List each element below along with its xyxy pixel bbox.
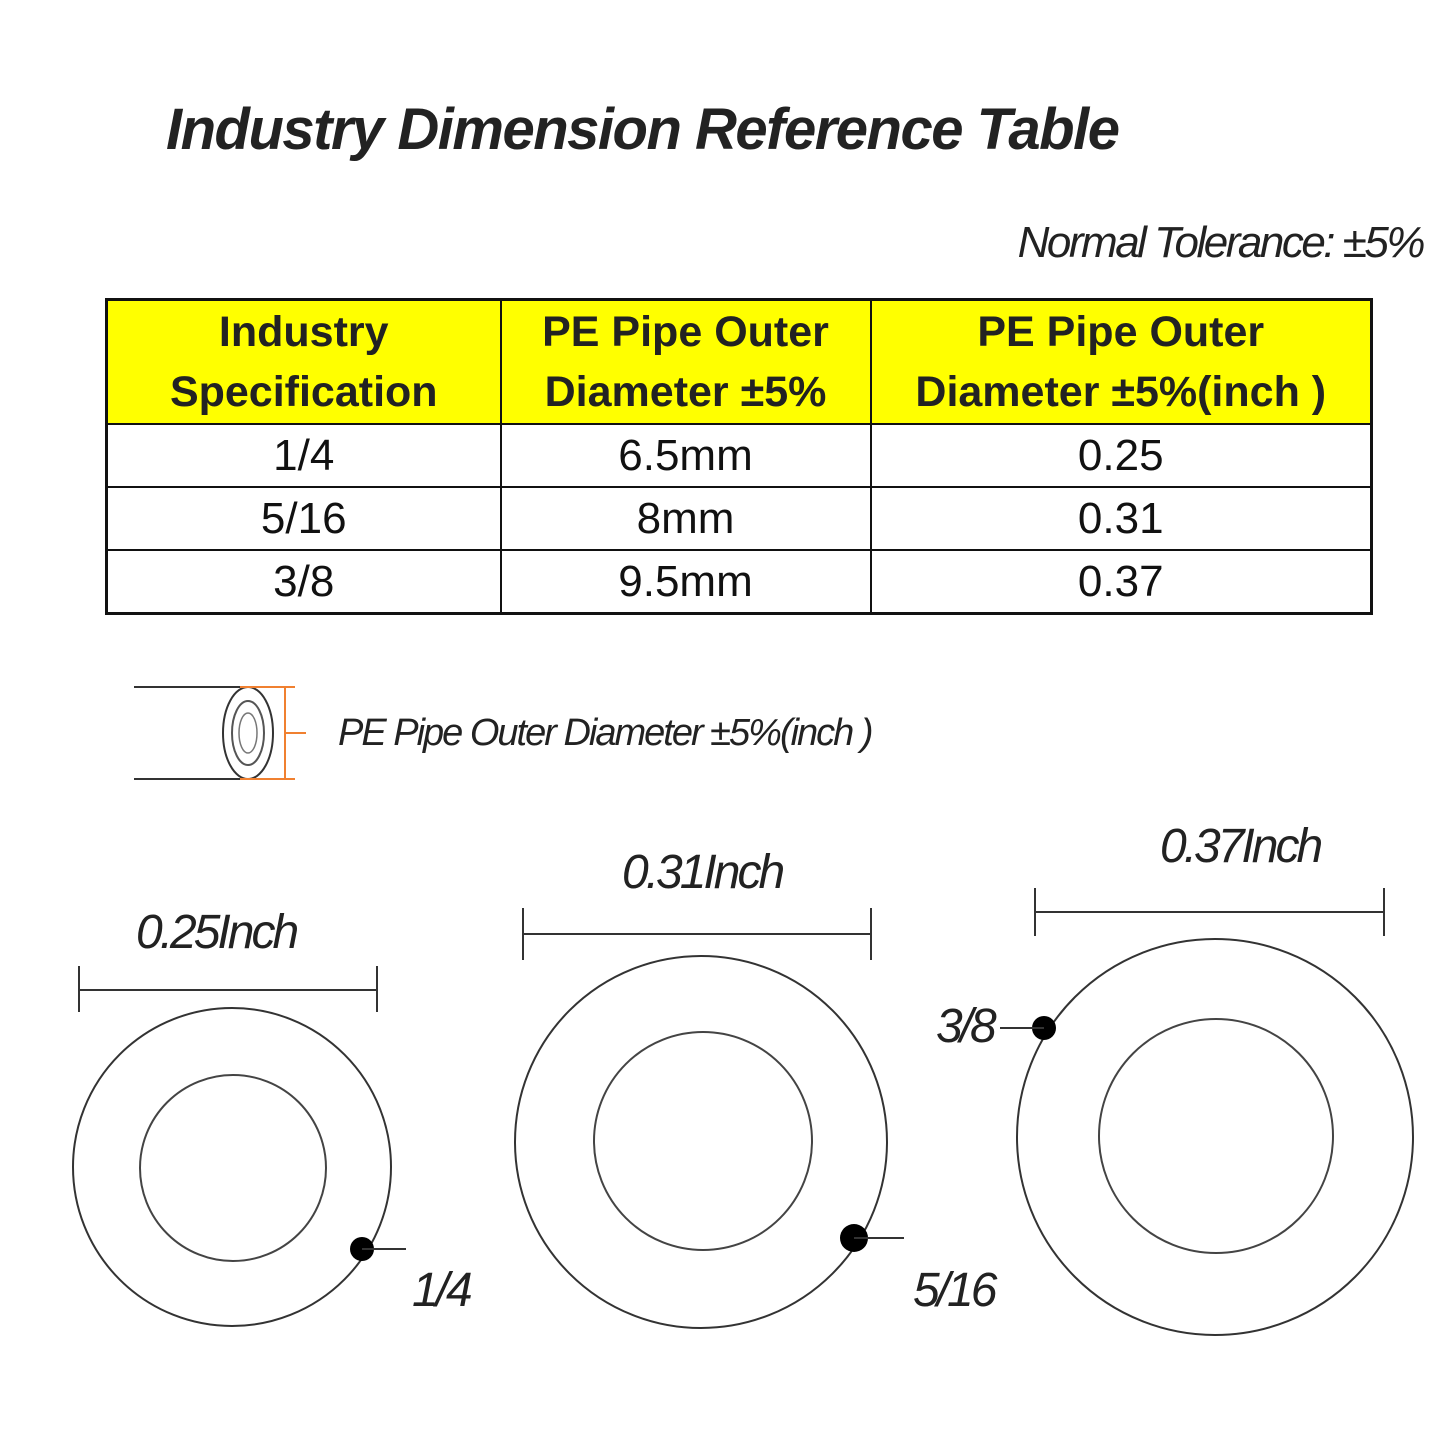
outer-circle <box>72 1007 392 1327</box>
outer-circle <box>1016 938 1414 1336</box>
page-title: Industry Dimension Reference Table <box>166 97 1120 162</box>
dimension-label: 0.25Inch <box>136 906 297 959</box>
cell-inch: 0.37 <box>869 549 1373 615</box>
header-line: Industry <box>218 308 389 356</box>
inner-circle <box>1098 1018 1334 1254</box>
header-industry-specification: Industry Specification <box>105 298 502 425</box>
cell-inch: 0.25 <box>869 423 1373 488</box>
cell-mm: 6.5mm <box>499 423 872 488</box>
table-row: 5/16 8mm 0.31 <box>105 486 1373 551</box>
table-row: 1/4 6.5mm 0.25 <box>105 423 1373 488</box>
ring-five-sixteenths-inch: 0.31Inch 5/16 <box>514 846 1001 1329</box>
cell-spec: 5/16 <box>105 486 502 551</box>
header-line: PE Pipe Outer <box>542 308 829 356</box>
cell-spec: 3/8 <box>105 549 502 615</box>
header-line: Diameter ±5% <box>544 368 827 416</box>
table-header-row: Industry Specification PE Pipe Outer Dia… <box>105 298 1373 425</box>
header-line: PE Pipe Outer <box>977 308 1265 356</box>
table-row: 3/8 9.5mm 0.37 <box>105 549 1373 615</box>
cell-mm: 8mm <box>499 486 872 551</box>
pipe-size-diagram: 0.25Inch 1/4 0.31Inch 5/16 0.37Inch 3/8 <box>72 820 1414 1336</box>
inner-circle <box>593 1031 813 1251</box>
header-outer-diameter-mm: PE Pipe Outer Diameter ±5% <box>499 298 872 425</box>
dimension-label: 0.31Inch <box>622 846 783 899</box>
header-outer-diameter-inch: PE Pipe Outer Diameter ±5%(inch ) <box>869 298 1373 425</box>
pipe-cross-section-icon <box>130 655 310 805</box>
spec-label: 1/4 <box>412 1264 471 1317</box>
dimension-table: Industry Specification PE Pipe Outer Dia… <box>105 298 1373 615</box>
outer-circle <box>514 955 888 1329</box>
cell-mm: 9.5mm <box>499 549 872 615</box>
header-line: Specification <box>169 368 438 416</box>
inner-circle <box>139 1074 327 1262</box>
ring-quarter-inch: 0.25Inch 1/4 <box>72 906 474 1327</box>
header-line: Diameter ±5%(inch ) <box>915 368 1327 416</box>
legend-label: PE Pipe Outer Diameter ±5%(inch ) <box>338 712 874 754</box>
tolerance-note: Normal Tolerance: ±5% <box>1017 218 1426 267</box>
cell-inch: 0.31 <box>869 486 1373 551</box>
spec-label: 3/8 <box>936 1000 997 1053</box>
ring-three-eighths-inch: 0.37Inch 3/8 <box>936 820 1414 1336</box>
cell-spec: 1/4 <box>105 423 502 488</box>
dimension-label: 0.37Inch <box>1160 820 1321 873</box>
spec-label: 5/16 <box>913 1264 998 1317</box>
